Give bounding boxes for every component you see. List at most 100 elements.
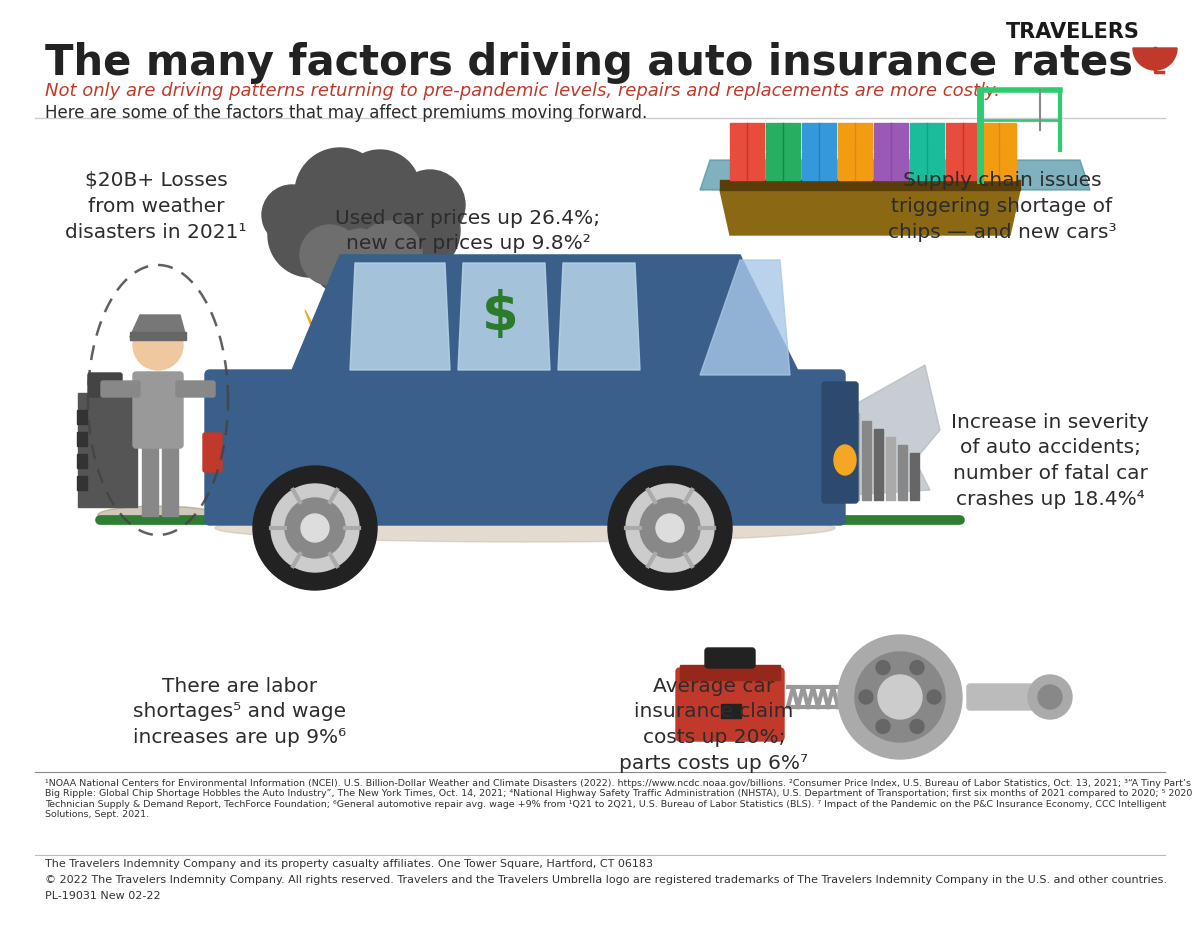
FancyBboxPatch shape [967,684,1054,710]
FancyBboxPatch shape [706,648,755,668]
Polygon shape [1133,48,1177,70]
Circle shape [358,221,422,285]
FancyBboxPatch shape [162,444,178,516]
FancyBboxPatch shape [802,152,836,180]
Polygon shape [290,255,800,375]
FancyBboxPatch shape [721,704,742,718]
Circle shape [1038,685,1062,709]
Polygon shape [130,315,186,337]
Text: $: $ [481,289,518,341]
Circle shape [340,150,420,230]
FancyBboxPatch shape [822,382,858,503]
Polygon shape [700,160,1090,190]
Text: Average car
insurance claim
costs up 20%;
parts costs up 6%⁷: Average car insurance claim costs up 20%… [619,677,809,773]
Text: TRAVELERS: TRAVELERS [1006,22,1140,42]
Circle shape [910,661,924,675]
Circle shape [878,675,922,719]
Polygon shape [700,260,790,375]
Text: The many factors driving auto insurance rates: The many factors driving auto insurance … [46,42,1133,84]
Circle shape [286,182,355,252]
FancyBboxPatch shape [898,445,907,500]
Text: Used car prices up 26.4%;
new car prices up 9.8%²: Used car prices up 26.4%; new car prices… [336,209,600,253]
FancyBboxPatch shape [982,152,1016,180]
Circle shape [262,185,322,245]
FancyBboxPatch shape [946,152,980,180]
Circle shape [640,498,700,558]
Polygon shape [845,365,940,495]
FancyBboxPatch shape [838,123,872,151]
Text: ¹NOAA National Centers for Environmental Information (NCEI). U.S. Billion-Dollar: ¹NOAA National Centers for Environmental… [46,779,1193,819]
FancyBboxPatch shape [78,393,137,507]
FancyBboxPatch shape [142,444,158,516]
FancyBboxPatch shape [910,453,919,500]
Circle shape [859,690,874,704]
Circle shape [854,652,946,742]
FancyBboxPatch shape [766,152,800,180]
FancyBboxPatch shape [910,123,944,151]
Polygon shape [305,310,342,430]
FancyBboxPatch shape [946,123,980,151]
Circle shape [395,170,466,240]
Circle shape [876,719,890,733]
Polygon shape [558,263,640,370]
Ellipse shape [98,506,218,524]
FancyBboxPatch shape [130,332,186,340]
Text: Increase in severity
of auto accidents;
number of fatal car
crashes up 18.4%⁴: Increase in severity of auto accidents; … [952,413,1148,509]
FancyBboxPatch shape [77,454,88,468]
FancyBboxPatch shape [802,123,836,151]
Circle shape [253,466,377,590]
Circle shape [301,514,329,542]
Circle shape [332,229,388,285]
FancyBboxPatch shape [874,429,883,500]
Polygon shape [720,190,1020,235]
FancyBboxPatch shape [874,152,908,180]
FancyBboxPatch shape [766,123,800,151]
FancyBboxPatch shape [676,668,784,741]
Circle shape [910,719,924,733]
Ellipse shape [834,445,856,475]
Text: Not only are driving patterns returning to pre-pandemic levels, repairs and repl: Not only are driving patterns returning … [46,82,1000,100]
Text: $20B+ Losses
from weather
disasters in 2021¹: $20B+ Losses from weather disasters in 2… [65,171,247,242]
FancyBboxPatch shape [77,410,88,424]
FancyBboxPatch shape [730,152,764,180]
FancyBboxPatch shape [133,372,182,448]
FancyBboxPatch shape [101,381,140,397]
Polygon shape [458,263,550,370]
Circle shape [305,190,415,300]
Polygon shape [355,325,389,440]
FancyBboxPatch shape [850,413,859,500]
Ellipse shape [215,514,835,542]
FancyBboxPatch shape [874,123,908,151]
FancyBboxPatch shape [205,370,845,525]
FancyBboxPatch shape [680,665,780,680]
FancyBboxPatch shape [88,373,122,397]
Circle shape [286,498,346,558]
Text: The Travelers Indemnity Company and its property casualty affiliates. One Tower : The Travelers Indemnity Company and its … [46,859,653,869]
Text: There are labor
shortages⁵ and wage
increases are up 9%⁶: There are labor shortages⁵ and wage incr… [133,677,347,747]
Circle shape [271,484,359,572]
Circle shape [362,177,438,253]
Text: Here are some of the factors that may affect premiums moving forward.: Here are some of the factors that may af… [46,104,647,122]
Polygon shape [720,180,1020,190]
Circle shape [656,514,684,542]
FancyBboxPatch shape [862,421,871,500]
Circle shape [268,193,352,277]
FancyBboxPatch shape [77,432,88,446]
FancyBboxPatch shape [176,381,215,397]
Text: PL-19031 New 02-22: PL-19031 New 02-22 [46,891,161,901]
FancyBboxPatch shape [838,152,872,180]
Circle shape [1028,675,1072,719]
Polygon shape [350,263,450,370]
FancyBboxPatch shape [340,255,740,375]
Circle shape [928,690,941,704]
Circle shape [300,225,360,285]
Circle shape [626,484,714,572]
Circle shape [876,661,890,675]
Circle shape [370,185,460,275]
FancyBboxPatch shape [910,152,944,180]
FancyBboxPatch shape [982,123,1016,151]
FancyBboxPatch shape [77,476,88,490]
Circle shape [838,635,962,759]
Text: © 2022 The Travelers Indemnity Company. All rights reserved. Travelers and the T: © 2022 The Travelers Indemnity Company. … [46,875,1166,885]
Circle shape [133,320,182,370]
